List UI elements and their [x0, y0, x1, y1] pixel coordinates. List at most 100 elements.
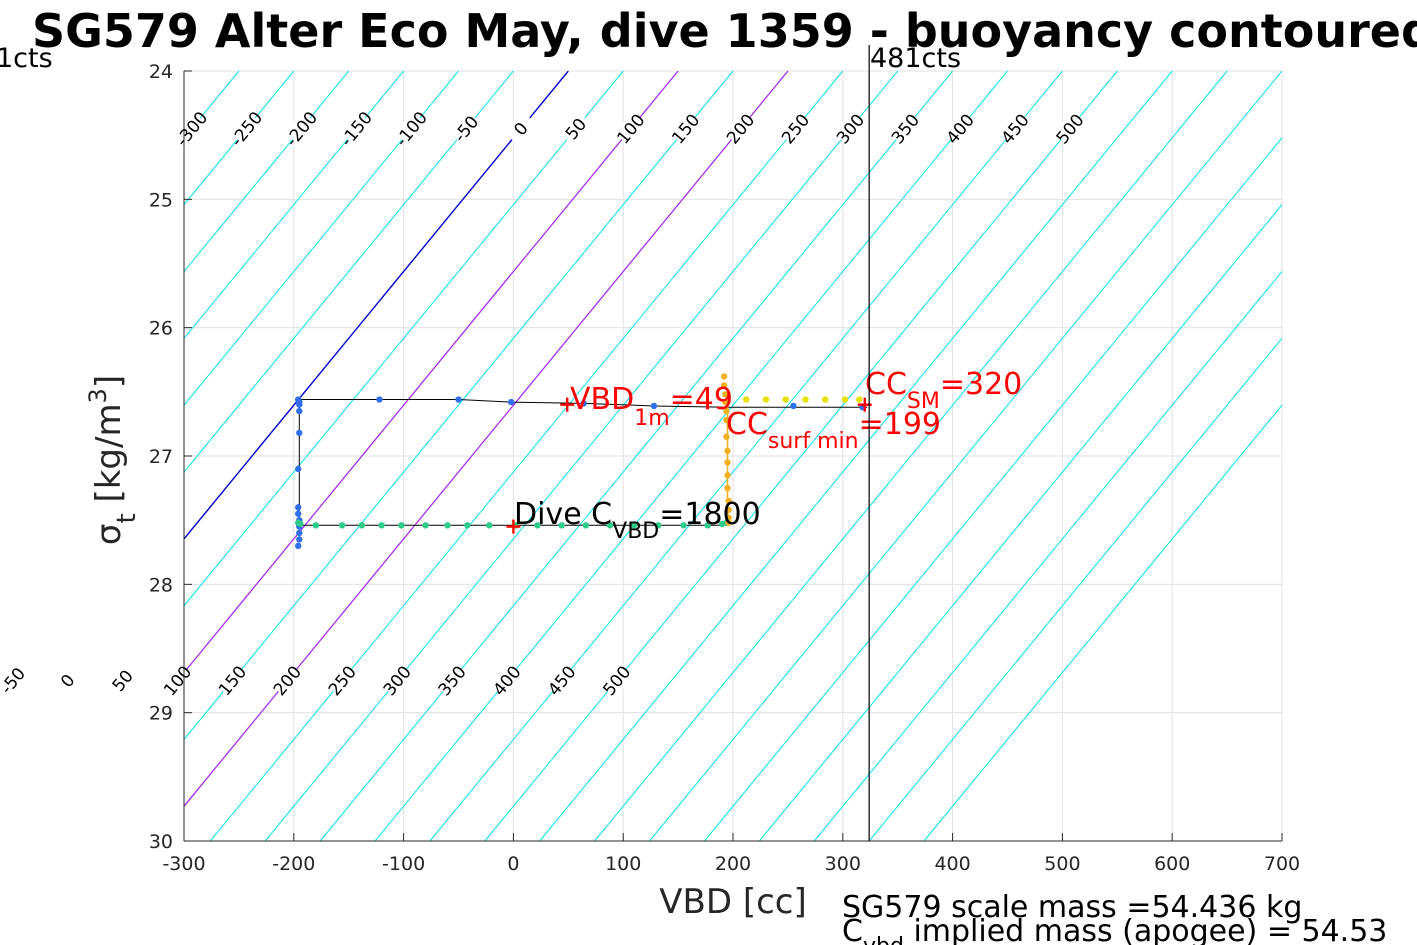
- data-point: [725, 506, 732, 514]
- y-tick-label: 27: [149, 446, 173, 468]
- data-point: [558, 522, 565, 529]
- contour-label-bg: [888, 111, 922, 146]
- data-point: [856, 396, 863, 403]
- x-axis-label: VBD [cc]: [659, 882, 807, 922]
- data-point: [358, 522, 366, 529]
- axes: [183, 70, 1283, 842]
- tick-labels: -300 -200 -100 0 100 200 300 400 500 600 700 24 25 26…: [149, 61, 1300, 875]
- x-tick-label: -200: [272, 853, 315, 875]
- x-tick-label: -300: [162, 853, 205, 875]
- data-point: [724, 459, 731, 466]
- data-point: [296, 529, 303, 537]
- data-point: [725, 514, 732, 521]
- y-axis-label-main: σ: [89, 524, 129, 546]
- contour-label-bg: [270, 663, 304, 698]
- data-point: [297, 520, 304, 528]
- contour-line: [758, 203, 1282, 841]
- data-point: [582, 522, 590, 529]
- data-point: [296, 429, 303, 437]
- contour-line: [184, 71, 569, 540]
- contour-label-bg: [614, 111, 648, 146]
- contour-label-bg: [325, 663, 359, 698]
- data-point: [422, 522, 429, 529]
- contour-label-bg: [1053, 111, 1087, 146]
- data-point: [650, 402, 658, 410]
- contour-label-bg: [229, 111, 263, 146]
- y-tick-label: 28: [149, 574, 173, 596]
- data-point: [724, 472, 731, 479]
- contour-label-bg: [599, 663, 634, 698]
- data-point: [486, 522, 493, 529]
- contour-label-bg: [160, 663, 195, 698]
- contour-label-bg: [833, 111, 867, 146]
- x-tick-label: 600: [1154, 853, 1190, 875]
- contour-line: [0, 71, 74, 841]
- contour-label: 50: [109, 667, 138, 696]
- data-point: [724, 484, 731, 492]
- contour-line: [484, 71, 1118, 841]
- data-point: [782, 396, 789, 403]
- x-tick-label: 100: [605, 853, 641, 875]
- data-point: [841, 396, 849, 403]
- data-point: [294, 510, 302, 517]
- data-point: [802, 396, 809, 403]
- contour-label-bg: [723, 111, 758, 146]
- contour-line: [539, 71, 1173, 841]
- contour-lines: [0, 71, 1282, 841]
- data-point: [725, 519, 732, 526]
- data-points: [294, 373, 872, 550]
- x-tick-label: 700: [1264, 853, 1300, 875]
- contour-label-bg: [559, 111, 593, 146]
- contour-line: [184, 71, 404, 340]
- data-point: [296, 401, 303, 408]
- contour-label-bg: [778, 111, 812, 146]
- contour-line: [184, 71, 459, 406]
- contour-label-bg: [105, 663, 140, 698]
- contour-label-bg: [339, 111, 373, 146]
- contour-line: [649, 71, 1282, 841]
- contour-label-bg: [380, 663, 414, 698]
- data-point: [338, 522, 346, 529]
- y-tick-label: 26: [149, 318, 173, 340]
- data-point: [790, 402, 797, 410]
- contour-label-bg: [50, 663, 85, 698]
- data-point: [762, 396, 770, 403]
- data-point: [296, 407, 303, 415]
- contour-label-bg: [394, 111, 428, 146]
- y-tick-label: 25: [149, 189, 173, 211]
- y-axis-label-sub: t: [112, 513, 142, 523]
- contour-label-bg: [545, 663, 579, 698]
- y-tick-label: 29: [149, 703, 173, 725]
- data-point: [398, 522, 405, 529]
- chart-title: SG579 Alter Eco May, dive 1359 - buoyanc…: [32, 4, 1417, 58]
- x-tick-label: 300: [825, 853, 861, 875]
- y-axis-label: σt [kg/m3]: [84, 375, 142, 545]
- data-point: [721, 373, 728, 380]
- data-point: [725, 497, 732, 505]
- y-axis-label-sup: 3: [84, 388, 112, 403]
- contour-label-bg: [449, 111, 483, 146]
- contour-label-bg: [490, 663, 524, 698]
- annotation-vbd-1m: VBD1m=49: [570, 382, 733, 431]
- data-point: [378, 522, 385, 529]
- contour-line: [184, 71, 514, 473]
- data-point: [723, 433, 730, 440]
- x-tick-label: 500: [1044, 853, 1080, 875]
- contour-line: [319, 71, 953, 841]
- data-point: [508, 398, 515, 406]
- data-point: [723, 416, 730, 424]
- contour-label-bg: [0, 663, 30, 698]
- contour-label-bg: [943, 111, 977, 146]
- contour-line: [429, 71, 1063, 841]
- contour-line: [184, 71, 734, 741]
- footer-implied-mass: Cvbd implied mass (apogee) = 54.53: [842, 914, 1387, 945]
- contour-label-bg: [284, 111, 318, 146]
- data-point: [296, 536, 303, 543]
- data-point: [294, 465, 302, 473]
- contour-line: [813, 270, 1282, 841]
- footer-scale-mass: SG579 scale mass =54.436 kg: [842, 890, 1302, 925]
- x-tick-label: 0: [507, 853, 519, 875]
- contour-line: [868, 337, 1282, 841]
- contour-line: [184, 71, 350, 273]
- annotation-dive-cvbd: Dive CVBD=1800: [514, 497, 761, 544]
